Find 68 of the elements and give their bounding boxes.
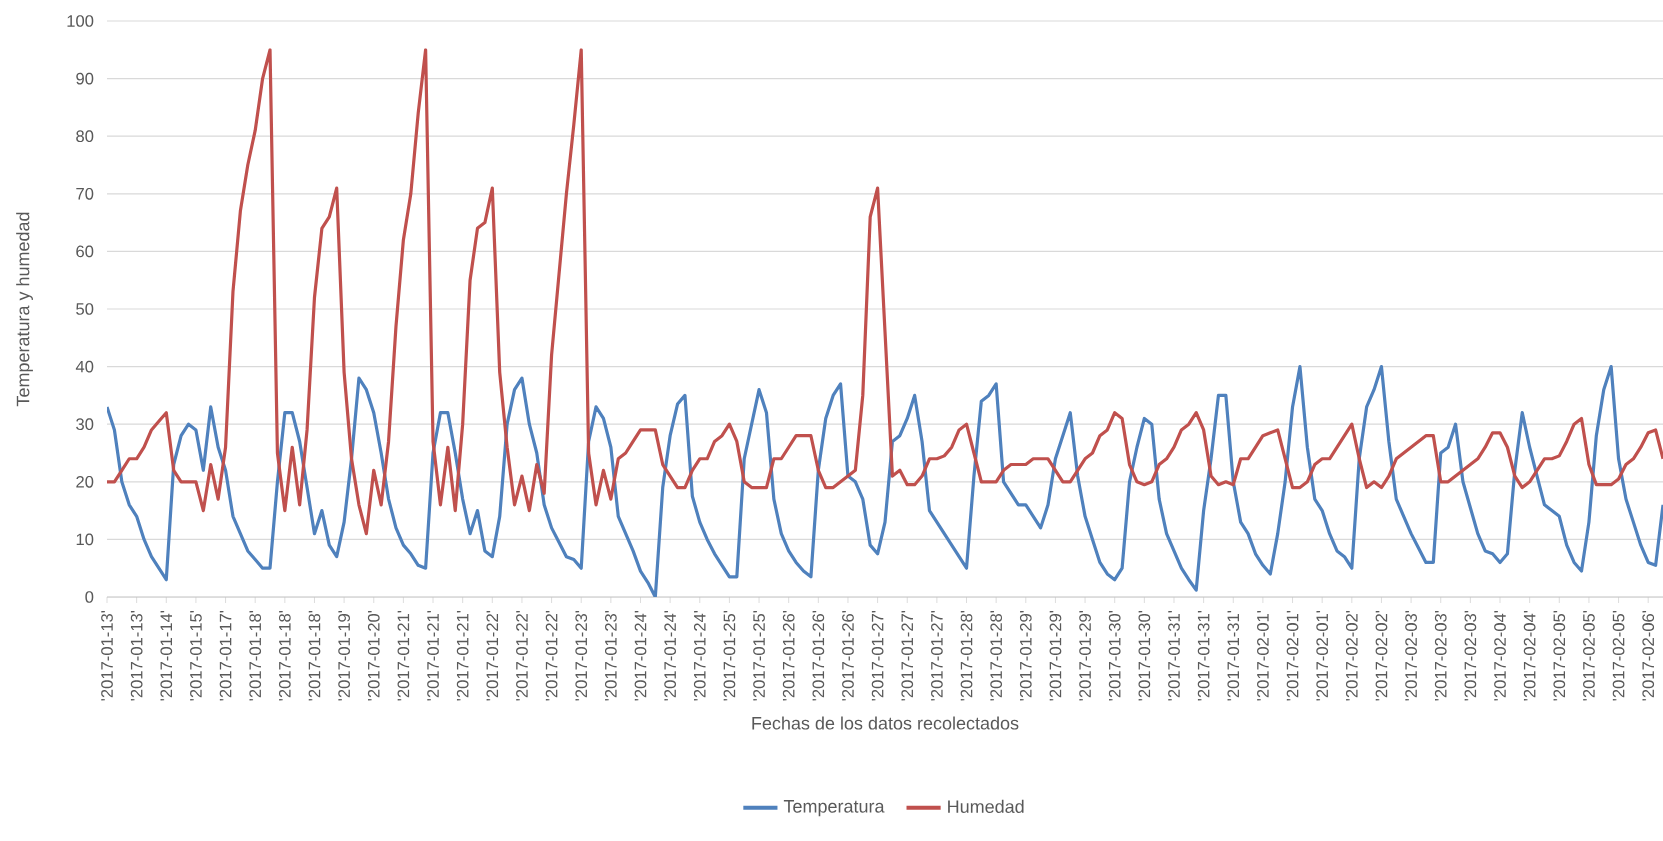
x-tick-label: '2017-01-26' bbox=[782, 610, 795, 701]
y-tick-label: 30 bbox=[76, 418, 94, 431]
x-tick-label: '2017-01-18' bbox=[278, 610, 291, 701]
x-tick-label: '2017-02-03' bbox=[1434, 610, 1447, 701]
x-tick-label: '2017-01-15' bbox=[190, 610, 202, 701]
x-tick-label: '2017-01-24' bbox=[664, 610, 677, 701]
x-tick-label: '2017-01-22' bbox=[545, 610, 558, 701]
x-tick-label: '2017-01-28' bbox=[960, 610, 973, 701]
x-tick-label: '2017-01-14' bbox=[160, 610, 173, 701]
x-tick-label: '2017-01-24' bbox=[693, 610, 706, 701]
y-tick-label: 90 bbox=[76, 72, 94, 85]
y-tick-label: 0 bbox=[85, 591, 94, 603]
x-tick-label: '2017-02-03' bbox=[1405, 610, 1417, 701]
x-tick-label: '2017-02-06' bbox=[1642, 610, 1655, 701]
y-axis-title: Temperatura y humedad bbox=[16, 212, 33, 407]
y-tick-label: 40 bbox=[75, 360, 94, 373]
y-tick-label: 100 bbox=[67, 15, 94, 27]
legend-label: Humedad bbox=[948, 799, 1024, 814]
x-tick-label: '2017-02-01' bbox=[1286, 610, 1299, 701]
x-tick-label: '2017-01-25' bbox=[753, 610, 765, 701]
y-tick-label: 10 bbox=[76, 533, 94, 546]
y-tick-label: 60 bbox=[76, 245, 94, 258]
x-tick-label: '2017-02-04' bbox=[1494, 610, 1506, 701]
x-tick-label: '2017-01-28' bbox=[990, 610, 1003, 701]
x-tick-label: '2017-01-30' bbox=[1108, 610, 1121, 701]
x-tick-label: '2017-01-23' bbox=[575, 610, 588, 701]
y-tick-label: 50 bbox=[76, 303, 94, 315]
x-tick-label: '2017-01-13' bbox=[130, 610, 143, 701]
x-tick-label: '2017-02-05' bbox=[1583, 610, 1595, 701]
x-tick-label: '2017-02-05' bbox=[1553, 610, 1566, 701]
x-tick-label: '2017-02-02' bbox=[1375, 610, 1388, 701]
x-tick-label: '2017-01-13' bbox=[101, 610, 113, 701]
x-tick-label: '2017-01-31' bbox=[1197, 610, 1210, 701]
x-tick-label: '2017-01-19' bbox=[338, 610, 350, 701]
x-tick-label: '2017-01-22' bbox=[486, 610, 499, 701]
x-tick-label: '2017-02-01' bbox=[1257, 610, 1269, 701]
x-tick-label: '2017-01-18' bbox=[249, 610, 262, 701]
x-tick-label: '2017-02-02' bbox=[1345, 610, 1358, 701]
x-tick-label: '2017-01-22' bbox=[516, 610, 528, 701]
x-tick-label: '2017-01-20' bbox=[367, 610, 380, 701]
x-tick-label: '2017-01-18' bbox=[308, 610, 321, 701]
x-tick-label: '2017-01-21' bbox=[427, 610, 439, 701]
x-tick-label: '2017-01-29' bbox=[1019, 610, 1032, 701]
x-tick-label: '2017-01-27' bbox=[871, 610, 884, 701]
x-tick-label: '2017-01-31' bbox=[1168, 610, 1180, 701]
x-tick-label: '2017-02-04' bbox=[1523, 610, 1536, 701]
x-tick-label: '2017-01-24' bbox=[634, 610, 647, 701]
legend-label: Temperatura bbox=[783, 800, 885, 817]
x-tick-label: '2017-01-21' bbox=[456, 610, 469, 701]
x-tick-label: '2017-01-17' bbox=[219, 610, 232, 701]
x-tick-label: '2017-01-26' bbox=[842, 610, 854, 701]
x-tick-label: '2017-01-27' bbox=[931, 610, 943, 701]
x-tick-label: '2017-01-25' bbox=[723, 610, 736, 701]
x-tick-label: '2017-01-30' bbox=[1138, 610, 1151, 701]
x-tick-label: '2017-01-23' bbox=[605, 610, 617, 701]
x-tick-label: '2017-01-27' bbox=[901, 610, 914, 701]
y-tick-label: 80 bbox=[76, 130, 94, 143]
x-tick-label: '2017-01-26' bbox=[812, 610, 825, 701]
x-tick-label: '2017-01-31' bbox=[1227, 610, 1240, 701]
x-tick-label: '2017-01-21' bbox=[397, 610, 410, 701]
x-tick-label: '2017-02-03' bbox=[1464, 610, 1477, 701]
x-tick-label: '2017-02-01' bbox=[1316, 610, 1329, 701]
x-tick-label: '2017-01-29' bbox=[1049, 610, 1062, 701]
y-tick-label: 20 bbox=[76, 475, 94, 488]
x-tick-label: '2017-02-05' bbox=[1612, 610, 1625, 701]
x-axis-title: Fechas de los datos recolectados bbox=[752, 716, 1019, 730]
y-tick-label: 70 bbox=[76, 187, 94, 200]
x-tick-label: '2017-01-29' bbox=[1079, 610, 1091, 701]
